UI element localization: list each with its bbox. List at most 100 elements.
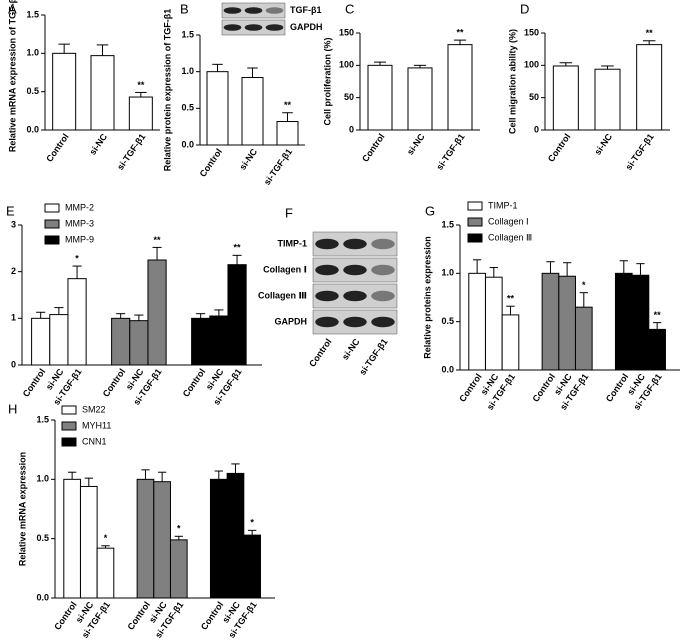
y-tick-label: 1.5 bbox=[36, 414, 49, 424]
significance-label: ** bbox=[654, 310, 662, 320]
bar bbox=[79, 485, 98, 599]
blot-band bbox=[223, 7, 242, 14]
x-tick-label: Control bbox=[44, 132, 71, 164]
bar bbox=[468, 272, 486, 371]
legend-swatch bbox=[44, 219, 60, 229]
legend-label: MYH11 bbox=[82, 420, 111, 430]
y-tick-label: 0.0 bbox=[441, 364, 454, 374]
error-bar bbox=[642, 40, 656, 45]
blot-band bbox=[343, 238, 367, 250]
significance-label: ** bbox=[234, 243, 242, 253]
error-bar bbox=[601, 65, 614, 70]
bar bbox=[96, 547, 115, 599]
legend-label: Collagen Ⅰ bbox=[488, 216, 529, 226]
error-bar bbox=[54, 307, 64, 315]
blot-label: GAPDH bbox=[274, 316, 307, 326]
legend-label: MMP-2 bbox=[65, 202, 94, 212]
error-bar bbox=[157, 471, 167, 482]
error-bar bbox=[196, 313, 206, 319]
y-tick-label: 3 bbox=[11, 219, 16, 229]
bar bbox=[209, 478, 228, 599]
x-tick-label: Control bbox=[52, 600, 79, 632]
bar bbox=[367, 64, 393, 131]
x-tick-label: si-NC bbox=[87, 131, 109, 156]
significance-label: * bbox=[250, 518, 254, 528]
error-bar bbox=[72, 265, 82, 279]
x-tick-label: si-NC bbox=[405, 131, 427, 156]
legend-label: MMP-9 bbox=[65, 234, 94, 244]
y-tick-label: 100 bbox=[524, 60, 539, 70]
blot-band bbox=[315, 316, 339, 328]
bar bbox=[501, 314, 520, 371]
error-bar bbox=[174, 535, 183, 540]
legend-label: Collagen Ⅲ bbox=[488, 232, 532, 242]
error-bar bbox=[506, 305, 515, 315]
bar bbox=[226, 472, 245, 599]
blot-band bbox=[371, 264, 395, 276]
x-tick-label: si-TGF-β1 bbox=[434, 132, 466, 172]
legend-label: MMP-3 bbox=[65, 218, 94, 228]
legend-swatch bbox=[44, 235, 60, 245]
y-tick-label: 0.5 bbox=[36, 533, 49, 543]
x-tick-label: Control bbox=[546, 132, 573, 164]
x-tick-label: si-TGF-β1 bbox=[623, 132, 655, 172]
y-tick-label: 1.0 bbox=[26, 48, 39, 58]
bar bbox=[147, 259, 167, 366]
error-bar bbox=[489, 267, 498, 278]
bar bbox=[153, 481, 171, 599]
bar bbox=[631, 274, 650, 371]
legend-label: TIMP-1 bbox=[488, 200, 518, 210]
y-axis-label: Relative mRNA expression of TGF-β1 bbox=[7, 0, 17, 152]
error-bar bbox=[58, 43, 70, 54]
blot-band bbox=[315, 264, 339, 276]
y-tick-label: 150 bbox=[339, 27, 354, 37]
y-tick-label: 1.5 bbox=[441, 219, 454, 229]
x-tick-label: Control bbox=[21, 367, 48, 399]
blot-band bbox=[371, 290, 395, 302]
bar bbox=[128, 96, 153, 131]
blot-band bbox=[315, 238, 339, 250]
y-axis-label: Relative protein expression of TGF-β1 bbox=[162, 9, 172, 172]
legend-label: CNN1 bbox=[82, 436, 107, 446]
significance-label: ** bbox=[456, 27, 464, 37]
panel-letter: B bbox=[180, 1, 189, 16]
x-tick-label: Control bbox=[126, 600, 153, 632]
significance-label: * bbox=[582, 280, 586, 290]
error-bar bbox=[135, 91, 147, 98]
panel-letter: G bbox=[425, 203, 435, 218]
bar bbox=[541, 272, 560, 371]
error-bar bbox=[619, 260, 628, 274]
error-bar bbox=[559, 62, 573, 66]
y-tick-label: 0.0 bbox=[181, 139, 194, 149]
y-tick-label: 150 bbox=[524, 27, 539, 37]
bar bbox=[31, 317, 51, 366]
bar bbox=[241, 77, 264, 146]
blot-band bbox=[343, 316, 367, 328]
bar bbox=[67, 278, 87, 366]
bar bbox=[63, 478, 81, 599]
x-tick-label: Control bbox=[531, 372, 558, 404]
bar bbox=[111, 317, 131, 366]
error-bar bbox=[214, 470, 223, 480]
legend-swatch bbox=[467, 233, 483, 243]
blot-label: TGF-β1 bbox=[290, 5, 322, 15]
bar bbox=[447, 44, 473, 131]
y-tick-label: 0.5 bbox=[441, 316, 454, 326]
blot-band bbox=[244, 7, 263, 14]
error-bar bbox=[36, 311, 46, 319]
error-bar bbox=[214, 309, 224, 316]
error-bar bbox=[636, 263, 645, 276]
significance-label: ** bbox=[284, 100, 292, 110]
error-bar bbox=[247, 67, 258, 78]
x-tick-label: Control bbox=[101, 367, 128, 399]
bar bbox=[552, 65, 579, 131]
error-bar bbox=[454, 39, 466, 45]
significance-label: ** bbox=[154, 235, 162, 245]
significance-label: * bbox=[177, 524, 181, 534]
error-bar bbox=[546, 261, 555, 274]
blot-label: TIMP-1 bbox=[277, 238, 307, 248]
error-bar bbox=[96, 44, 109, 56]
significance-label: * bbox=[75, 253, 79, 263]
legend-swatch bbox=[61, 421, 77, 431]
